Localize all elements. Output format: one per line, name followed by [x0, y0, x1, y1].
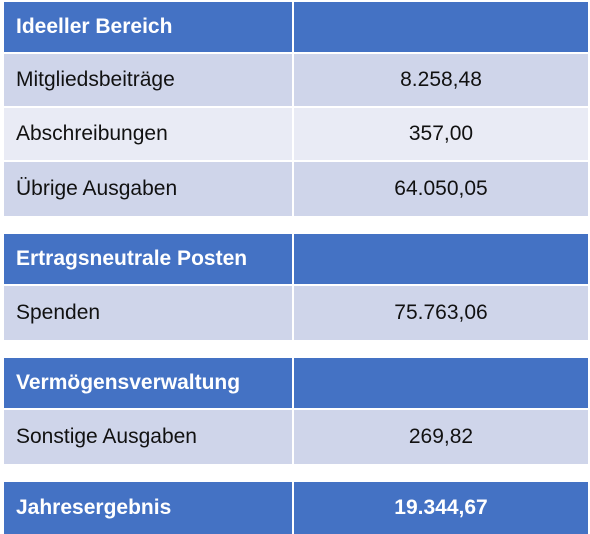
section-title: Ertragsneutrale Posten — [4, 234, 294, 284]
table-row: Mitgliedsbeiträge 8.258,48 — [4, 54, 588, 108]
section-gap — [4, 340, 588, 358]
financial-table: Ideeller Bereich Mitgliedsbeiträge 8.258… — [4, 2, 588, 534]
section-header-value — [294, 358, 588, 408]
result-value: 19.344,67 — [394, 496, 488, 519]
row-value: 64.050,05 — [394, 177, 488, 200]
section-title: Vermögensverwaltung — [4, 358, 294, 408]
result-label: Jahresergebnis — [4, 482, 294, 534]
section-title: Ideeller Bereich — [4, 2, 294, 52]
section-header-value — [294, 2, 588, 52]
table-row: Übrige Ausgaben 64.050,05 — [4, 162, 588, 216]
table-row: Sonstige Ausgaben 269,82 — [4, 410, 588, 464]
row-value: 8.258,48 — [400, 68, 482, 91]
section-header-ideeller-bereich: Ideeller Bereich — [4, 2, 588, 54]
section-header-value — [294, 234, 588, 284]
row-label: Mitgliedsbeiträge — [4, 54, 294, 106]
row-value: 269,82 — [408, 425, 474, 448]
table-row: Abschreibungen 357,00 — [4, 108, 588, 162]
result-row: Jahresergebnis 19.344,67 — [4, 482, 588, 534]
row-label: Übrige Ausgaben — [4, 162, 294, 216]
table-row: Spenden 75.763,06 — [4, 286, 588, 340]
section-header-vermoegensverwaltung: Vermögensverwaltung — [4, 358, 588, 410]
row-label: Sonstige Ausgaben — [4, 410, 294, 464]
section-gap — [4, 464, 588, 482]
row-value: 357,00 — [408, 122, 474, 145]
row-value: 75.763,06 — [394, 301, 488, 324]
section-gap — [4, 216, 588, 234]
row-label: Abschreibungen — [4, 108, 294, 160]
section-header-ertragsneutrale-posten: Ertragsneutrale Posten — [4, 234, 588, 286]
row-label: Spenden — [4, 286, 294, 340]
